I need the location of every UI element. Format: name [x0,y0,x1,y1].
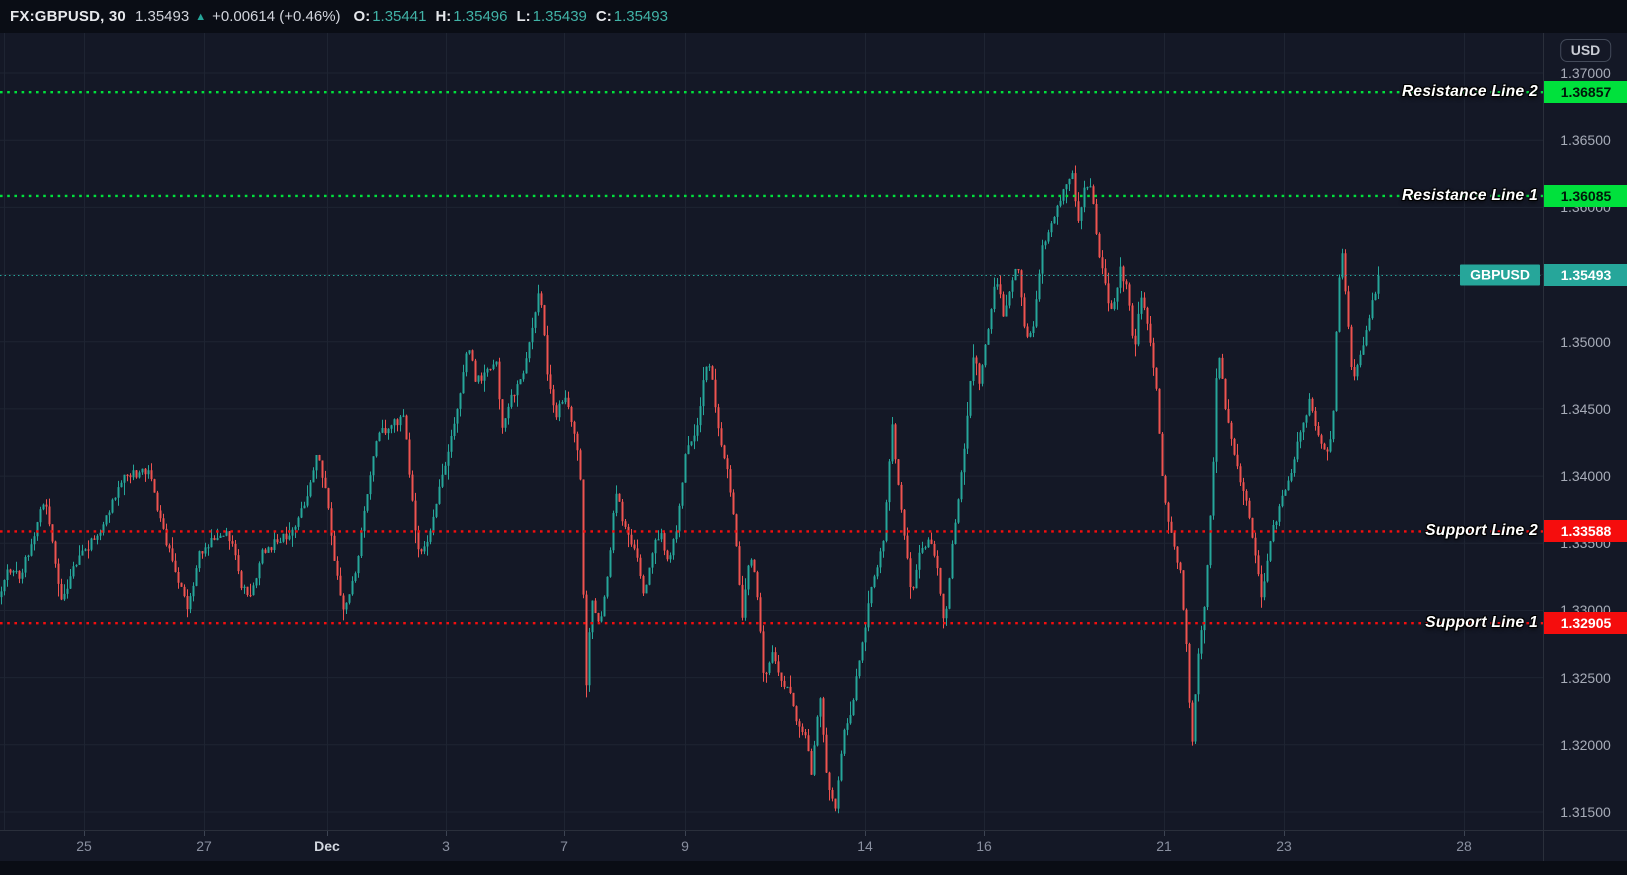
support-line-2-label[interactable]: Support Line 2 [1425,522,1538,540]
high-label: H: [435,8,452,25]
price-axis-label: 1.34000 [1560,468,1611,485]
time-axis-label: 23 [1276,838,1292,854]
time-axis-tick [1284,831,1285,836]
price-axis-label: 1.32000 [1560,736,1611,753]
price-axis-label: 1.32500 [1560,669,1611,686]
last-price-badge: 1.35493 [1544,264,1627,287]
close-label: C: [595,8,612,25]
time-axis[interactable]: 25 27 Dec 3 7 9 14 16 21 23 28 [0,830,1543,861]
up-arrow-icon: ▲ [195,10,207,23]
time-axis-tick [204,831,205,836]
support-1-price-badge: 1.32905 [1544,612,1627,635]
last-price-symbol-tag: GBPUSD [1460,264,1540,286]
axis-separator-line [1543,830,1627,831]
price-axis-label: 1.31500 [1560,804,1611,820]
time-axis-tick [446,831,447,836]
time-axis-label: 14 [857,838,873,854]
price-axis-label: 1.37000 [1560,65,1611,81]
chart-pane[interactable]: Resistance Line 2 Resistance Line 1 Supp… [0,33,1543,830]
time-axis-label: 16 [976,838,992,854]
time-axis-tick [564,831,565,836]
legend-bar: FX:GBPUSD, 30 1.35493 ▲ +0.00614 (+0.46%… [0,0,1627,33]
time-axis-label: 3 [442,838,450,854]
time-axis-label: 28 [1456,838,1472,854]
low-label: L: [516,8,531,25]
resistance-line-2-label[interactable]: Resistance Line 2 [1401,83,1538,101]
time-axis-label: 25 [76,838,92,854]
support-2-price-badge: 1.33588 [1544,520,1627,543]
time-axis-tick [984,831,985,836]
resistance-1-price-badge: 1.36085 [1544,184,1627,207]
support-line-1-label[interactable]: Support Line 1 [1425,614,1538,632]
time-axis-tick [865,831,866,836]
low-value: 1.35439 [532,8,587,25]
time-axis-tick [685,831,686,836]
time-axis-label: 7 [560,838,568,854]
open-label: O: [353,8,371,25]
time-axis-label: Dec [314,838,340,854]
time-axis-tick [1464,831,1465,836]
price-axis-label: 1.35000 [1560,333,1611,350]
symbol-title[interactable]: FX:GBPUSD, 30 [10,8,126,25]
resistance-2-price-badge: 1.36857 [1544,81,1627,104]
time-axis-tick [1164,831,1165,836]
time-axis-tick [327,831,328,836]
time-axis-label: 21 [1156,838,1172,854]
time-axis-tick [84,831,85,836]
time-axis-label: 9 [681,838,689,854]
open-value: 1.35441 [372,8,427,25]
close-value: 1.35493 [613,8,668,25]
resistance-line-1-label[interactable]: Resistance Line 1 [1401,186,1538,204]
legend-change: +0.00614 (+0.46%) [212,8,341,25]
legend-last-price: 1.35493 [134,8,190,25]
currency-button[interactable]: USD [1559,39,1612,62]
time-axis-label: 27 [196,838,212,854]
price-axis-label: 1.36500 [1560,132,1611,149]
price-axis[interactable]: USD 1.370001.365001.360001.355001.350001… [1543,33,1627,861]
price-axis-label: 1.34500 [1560,400,1611,417]
candlestick-chart [0,33,1543,830]
high-value: 1.35496 [453,8,508,25]
